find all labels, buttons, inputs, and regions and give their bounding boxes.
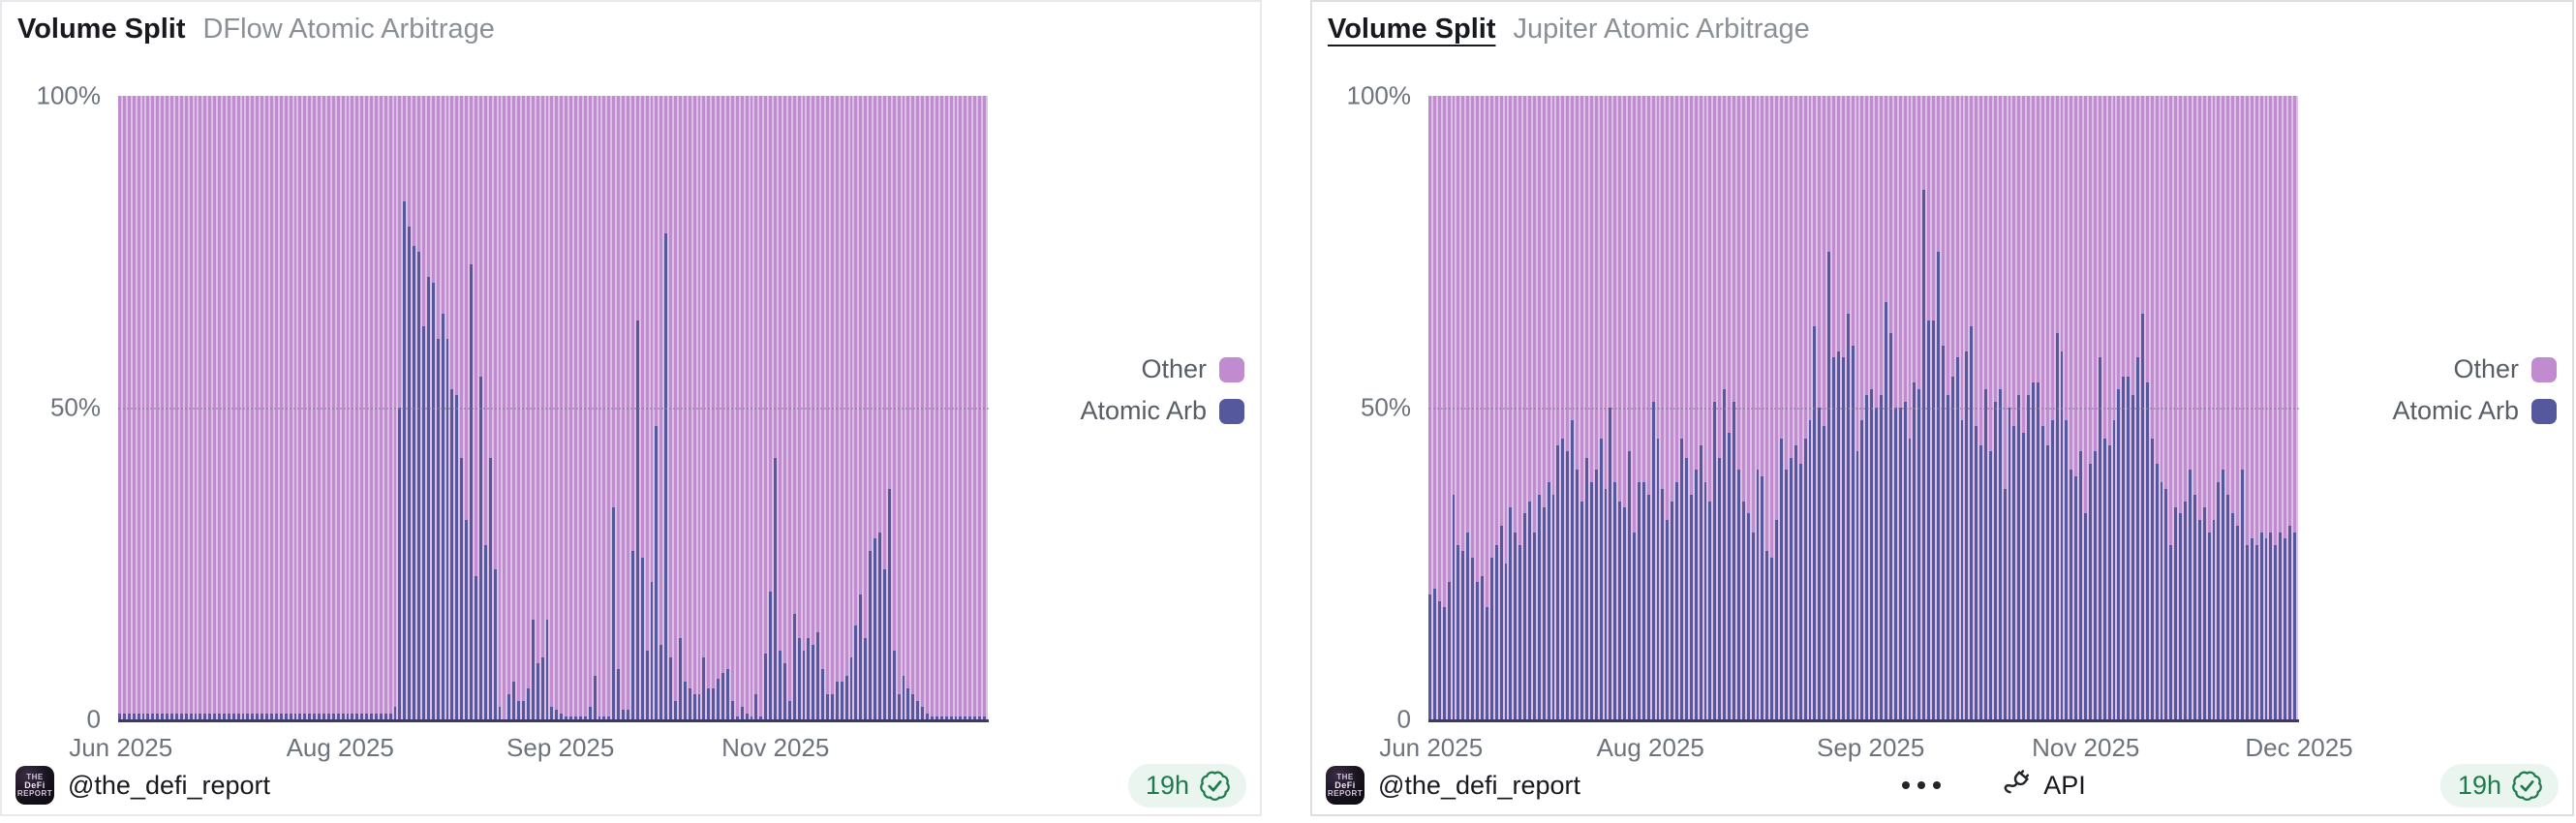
plot-area-jupiter[interactable]: 100% 50% 0 Jun 2025 Aug 2025 Sep 2025 Nov 2025… (1347, 81, 2353, 763)
panel-jupiter: Volume Split Jupiter Atomic Arbitrage 10… (1310, 0, 2574, 816)
legend-label: Atomic Arb (2392, 396, 2519, 425)
y-axis-tick-label: 100% (1346, 80, 1412, 110)
stacked-bar (2292, 96, 2298, 719)
avatar[interactable]: THE DeFi REPORT (15, 766, 54, 805)
avatar[interactable]: THE DeFi REPORT (1326, 766, 1365, 805)
bar-series (118, 96, 989, 719)
x-axis-tick-label: Aug 2025 (1596, 733, 1704, 762)
legend: Other Atomic Arb (2392, 354, 2557, 426)
y-axis-tick-label: 0 (86, 704, 101, 734)
panel-footer: THE DeFi REPORT @the_defi_report 19h (15, 763, 1246, 808)
x-axis-tick-label: Dec 2025 (2245, 733, 2353, 762)
legend-item-atomic-arb[interactable]: Atomic Arb (2392, 396, 2557, 426)
chart-title-link[interactable]: Volume Split (1328, 14, 1496, 45)
legend-swatch-atomic-arb (2531, 398, 2557, 424)
api-label: API (2043, 770, 2086, 800)
y-axis-tick-label: 100% (36, 80, 102, 110)
account-handle-link[interactable]: @the_defi_report (1378, 770, 1581, 800)
seal-check-icon (2512, 771, 2542, 801)
legend-swatch-atomic-arb (1219, 398, 1244, 424)
more-options-icon[interactable] (1896, 776, 1947, 795)
x-axis-tick-label: Aug 2025 (286, 733, 394, 762)
legend: Other Atomic Arb (1080, 354, 1244, 426)
y-axis-tick-label: 50% (1360, 392, 1411, 422)
timestamp-badge[interactable]: 19h (2439, 763, 2559, 808)
legend-item-other[interactable]: Other (1141, 354, 1244, 384)
x-axis-tick-label: Sep 2025 (506, 733, 615, 762)
seal-check-icon (1200, 771, 1230, 801)
chart-title-link[interactable]: Volume Split (17, 14, 186, 45)
legend-swatch-other (2531, 356, 2557, 382)
timestamp-text: 19h (1145, 770, 1189, 800)
panel-dflow: Volume Split DFlow Atomic Arbitrage 100%… (0, 0, 1262, 816)
x-axis-tick-label: Jun 2025 (1379, 733, 1484, 762)
chart-subtitle: DFlow Atomic Arbitrage (202, 14, 495, 45)
plug-icon (2004, 770, 2030, 794)
bar-series (1428, 96, 2299, 719)
panel-footer: THE DeFi REPORT @the_defi_report API 19h (1326, 763, 2559, 808)
panel-header: Volume Split DFlow Atomic Arbitrage (17, 14, 495, 46)
y-axis-tick-label: 50% (49, 392, 101, 422)
legend-label: Other (2453, 354, 2519, 383)
legend-item-atomic-arb[interactable]: Atomic Arb (1080, 396, 1244, 426)
timestamp-badge[interactable]: 19h (1127, 763, 1246, 808)
y-axis-tick-label: 0 (1396, 704, 1411, 734)
legend-swatch-other (1219, 356, 1244, 382)
timestamp-text: 19h (2457, 770, 2501, 800)
x-axis-tick-label: Jun 2025 (69, 733, 173, 762)
legend-label: Other (1141, 354, 1207, 383)
x-axis-tick-label: Nov 2025 (2032, 733, 2140, 762)
account-handle-link[interactable]: @the_defi_report (68, 770, 271, 800)
x-axis-tick-label: Sep 2025 (1817, 733, 1925, 762)
stacked-bar (982, 96, 988, 719)
panel-header: Volume Split Jupiter Atomic Arbitrage (1328, 14, 1810, 46)
plot-area-dflow[interactable]: 100% 50% 0 Jun 2025 Aug 2025 Sep 2025 Nov 2025 (37, 81, 989, 762)
x-axis-tick-label: Nov 2025 (721, 733, 830, 762)
legend-item-other[interactable]: Other (2453, 354, 2557, 384)
api-button[interactable]: API (2001, 769, 2086, 802)
legend-label: Atomic Arb (1080, 396, 1207, 425)
chart-subtitle: Jupiter Atomic Arbitrage (1513, 14, 1810, 45)
